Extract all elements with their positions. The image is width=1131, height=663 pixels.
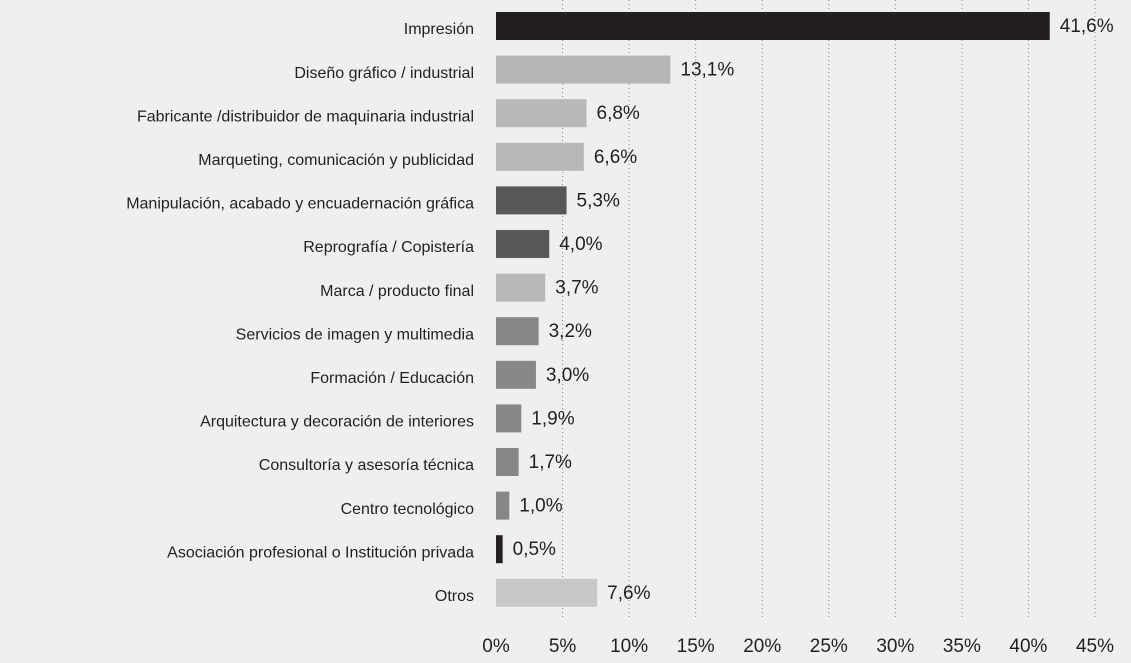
data-label: 6,6% bbox=[594, 147, 637, 168]
x-tick-label: 30% bbox=[876, 636, 914, 657]
category-label: Otros bbox=[435, 588, 474, 605]
bar bbox=[496, 578, 598, 607]
data-label: 6,8% bbox=[597, 103, 640, 124]
category-label: Manipulación, acabado y encuadernación g… bbox=[126, 196, 474, 213]
bar bbox=[496, 12, 1050, 40]
category-label: Diseño gráfico / industrial bbox=[294, 65, 474, 82]
bar bbox=[496, 360, 536, 389]
category-label: Fabricante /distribuidor de maquinaria i… bbox=[137, 108, 474, 125]
bar bbox=[496, 404, 522, 433]
data-label: 1,7% bbox=[529, 452, 572, 473]
x-tick-label: 0% bbox=[482, 636, 510, 657]
category-label: Asociación profesional o Institución pri… bbox=[167, 544, 474, 561]
data-label: 3,7% bbox=[555, 278, 598, 299]
data-label: 5,3% bbox=[577, 190, 620, 211]
x-tick-label: 45% bbox=[1076, 636, 1114, 657]
category-label: Impresión bbox=[404, 21, 474, 38]
bar bbox=[496, 535, 503, 564]
data-label: 7,6% bbox=[607, 583, 650, 604]
data-label: 13,1% bbox=[680, 60, 734, 81]
bar bbox=[496, 230, 550, 258]
data-label: 3,2% bbox=[549, 321, 592, 342]
category-label: Marqueting, comunicación y publicidad bbox=[198, 152, 474, 169]
data-label: 1,0% bbox=[519, 496, 562, 517]
x-tick-label: 5% bbox=[549, 636, 577, 657]
category-label: Consultoría y asesoría técnica bbox=[259, 457, 474, 474]
bar bbox=[496, 142, 584, 171]
bar bbox=[496, 186, 567, 215]
x-tick-label: 40% bbox=[1009, 636, 1047, 657]
category-label: Servicios de imagen y multimedia bbox=[236, 326, 474, 343]
category-label: Reprografía / Copistería bbox=[303, 239, 474, 256]
data-label: 41,6% bbox=[1060, 16, 1114, 37]
x-tick-label: 10% bbox=[610, 636, 648, 657]
x-tick-label: 15% bbox=[677, 636, 715, 657]
data-label: 0,5% bbox=[513, 539, 556, 560]
data-label: 4,0% bbox=[559, 234, 602, 255]
x-tick-label: 25% bbox=[810, 636, 848, 657]
bar bbox=[496, 491, 510, 520]
bar bbox=[496, 55, 671, 84]
data-label: 3,0% bbox=[546, 365, 589, 386]
bar bbox=[496, 99, 587, 128]
bar bbox=[496, 317, 539, 346]
category-label: Marca / producto final bbox=[320, 283, 474, 300]
x-tick-label: 35% bbox=[943, 636, 981, 657]
x-tick-label: 20% bbox=[743, 636, 781, 657]
category-label: Arquitectura y decoración de interiores bbox=[200, 414, 474, 431]
category-label: Formación / Educación bbox=[310, 370, 474, 387]
bar bbox=[496, 448, 519, 476]
bar bbox=[496, 273, 546, 302]
data-label: 1,9% bbox=[531, 408, 574, 429]
category-label: Centro tecnológico bbox=[341, 501, 475, 518]
